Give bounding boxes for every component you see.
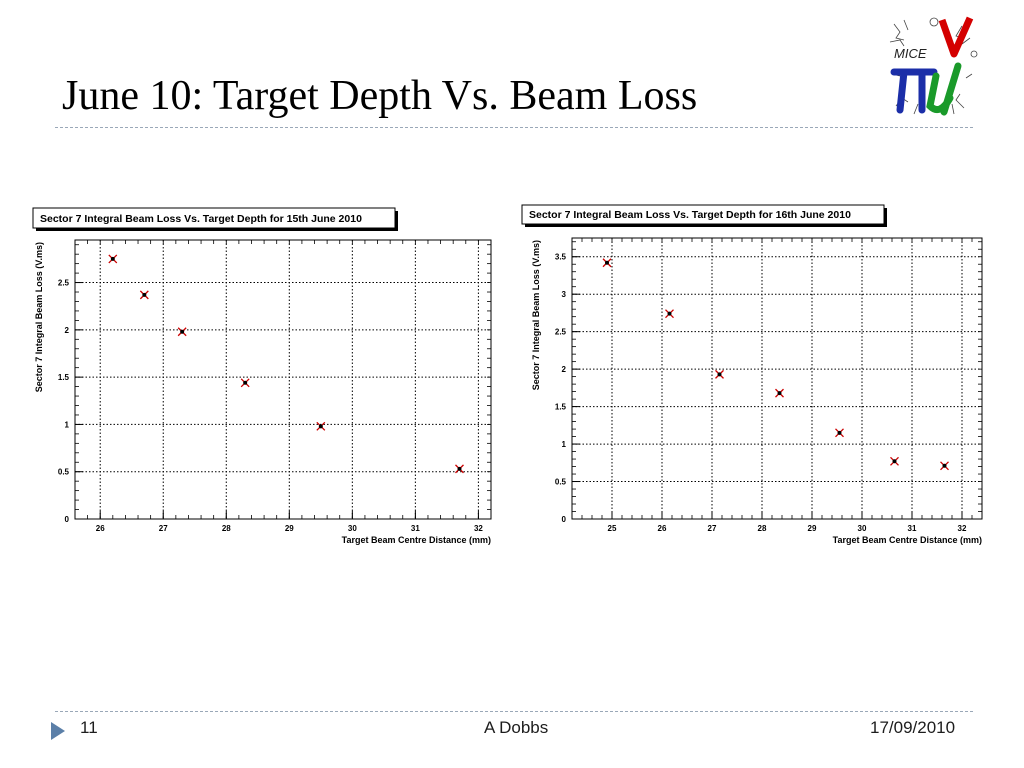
- title-divider: [55, 127, 973, 128]
- data-point-dot: [142, 292, 147, 297]
- x-tick-label: 27: [159, 524, 168, 533]
- mice-logo: MICE: [889, 16, 978, 116]
- y-tick-label: 2.5: [58, 279, 70, 288]
- nu-symbol-icon: [938, 16, 974, 58]
- data-point: [108, 254, 118, 264]
- chart-june-15: Sector 7 Integral Beam Loss Vs. Target D…: [32, 205, 498, 550]
- pi-symbol-icon: [890, 68, 938, 114]
- data-point-dot: [110, 256, 115, 261]
- data-point-dot: [605, 260, 609, 265]
- title-box: [521, 204, 885, 225]
- data-point-dot: [667, 311, 672, 316]
- x-tick-label: 28: [758, 524, 767, 533]
- y-tick-label: 3.5: [555, 253, 567, 262]
- title-box: [32, 207, 396, 229]
- chart-june-16: Sector 7 Integral Beam Loss Vs. Target D…: [521, 204, 992, 549]
- plot-frame: [571, 237, 983, 520]
- data-point: [940, 461, 949, 471]
- data-point: [316, 421, 326, 431]
- data-point-dot: [457, 466, 462, 471]
- x-tick-label: 30: [858, 524, 867, 533]
- y-tick-label: 3: [562, 290, 567, 299]
- y-tick-label: 0.5: [58, 468, 70, 477]
- chart-june-16-svg: Sector 7 Integral Beam Loss Vs. Target D…: [521, 204, 983, 545]
- data-point-dot: [892, 459, 897, 464]
- data-point: [177, 327, 187, 337]
- y-tick-label: 1: [562, 440, 567, 449]
- x-tick-label: 32: [958, 524, 967, 533]
- x-tick-label: 25: [608, 524, 617, 533]
- data-point-dot: [837, 430, 842, 435]
- y-axis-label: Sector 7 Integral Beam Loss (V.ms): [34, 242, 44, 392]
- slide-title: June 10: Target Depth Vs. Beam Loss: [62, 73, 698, 119]
- data-point: [139, 290, 149, 300]
- y-tick-label: 0: [562, 515, 567, 524]
- page-number: 11: [80, 718, 98, 737]
- x-tick-label: 31: [908, 524, 917, 533]
- data-point: [715, 369, 724, 379]
- x-tick-label: 32: [474, 524, 483, 533]
- y-tick-label: 2: [65, 326, 70, 335]
- data-point-dot: [180, 329, 185, 334]
- logo-text: MICE: [894, 46, 927, 61]
- x-tick-label: 30: [348, 524, 357, 533]
- data-point: [602, 258, 612, 268]
- y-axis-label: Sector 7 Integral Beam Loss (V.ms): [531, 240, 541, 390]
- y-tick-label: 1.5: [58, 373, 70, 382]
- mu-symbol-icon: [926, 62, 962, 116]
- data-point: [835, 428, 844, 438]
- data-point: [665, 309, 674, 319]
- data-point-dot: [243, 380, 248, 385]
- data-point: [455, 464, 464, 474]
- play-arrow-icon: [51, 722, 65, 740]
- data-point-dot: [717, 372, 722, 377]
- footer-date: 17/09/2010: [870, 718, 956, 737]
- x-tick-label: 27: [708, 524, 717, 533]
- data-point: [775, 388, 784, 398]
- data-point: [890, 456, 899, 466]
- data-point-dot: [318, 424, 323, 429]
- footer-author: A Dobbs: [484, 718, 549, 737]
- y-tick-label: 2: [562, 365, 567, 374]
- plot-frame: [74, 239, 492, 520]
- y-tick-label: 1.5: [555, 403, 567, 412]
- x-tick-label: 29: [808, 524, 817, 533]
- x-tick-label: 31: [411, 524, 420, 533]
- chart-title: Sector 7 Integral Beam Loss Vs. Target D…: [529, 209, 851, 221]
- x-tick-label: 28: [222, 524, 231, 533]
- data-point-dot: [942, 463, 947, 468]
- x-axis-label: Target Beam Centre Distance (mm): [833, 535, 982, 545]
- y-tick-label: 1: [65, 420, 70, 429]
- x-axis-label: Target Beam Centre Distance (mm): [342, 535, 491, 545]
- x-tick-label: 29: [285, 524, 294, 533]
- footer-divider: [55, 711, 973, 712]
- y-tick-label: 0: [65, 515, 70, 524]
- y-tick-label: 0.5: [555, 478, 567, 487]
- data-point-dot: [777, 391, 782, 396]
- chart-title: Sector 7 Integral Beam Loss Vs. Target D…: [40, 213, 362, 225]
- data-point: [240, 378, 250, 388]
- x-tick-label: 26: [96, 524, 105, 533]
- y-tick-label: 2.5: [555, 328, 567, 337]
- x-tick-label: 26: [658, 524, 667, 533]
- chart-june-15-svg: Sector 7 Integral Beam Loss Vs. Target D…: [32, 207, 492, 545]
